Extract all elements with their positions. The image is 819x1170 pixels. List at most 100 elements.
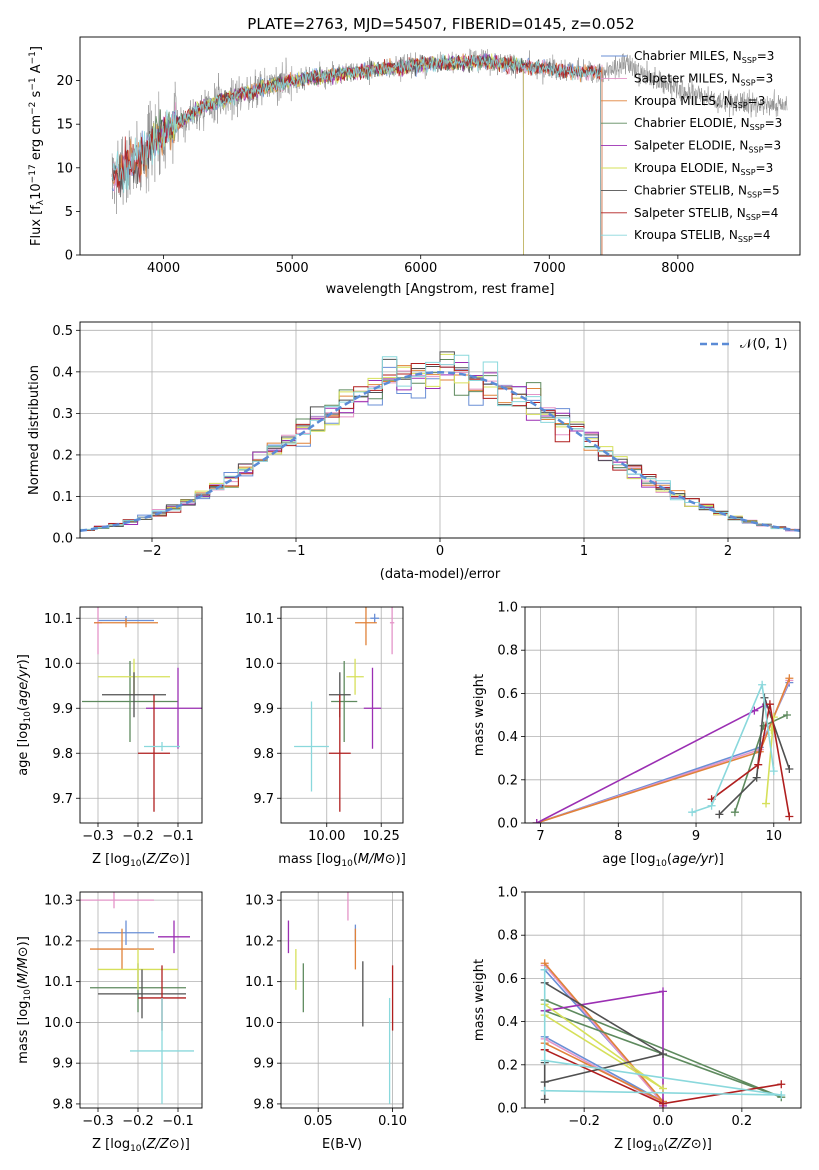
panel-residuals: −2 −1 0 1 2 0.0 0.1 0.2 0.3 0.4 0.5 (data-model)/er… [27,321,801,582]
axes-frame [280,606,404,824]
x-tick-label: −0.2 [122,1114,154,1129]
y-tick-label: 15 [56,118,73,133]
weight-series [711,704,791,817]
y-tick-label: 0.0 [497,817,518,832]
y-tick-label: 9.8 [253,1097,274,1112]
y-tick-label: 9.8 [52,747,73,762]
y-axis-label: Flux [fλ10−17 erg cm−2 s−1 A−1] [28,46,46,246]
y-axis-label: mass [log10(M/M⊙)] [16,936,33,1064]
x-tick-label: −0.2 [568,1114,600,1129]
model-spectrum [111,53,603,255]
errorbar-group [287,892,394,1104]
y-axis-label: mass weight [472,674,487,756]
legend-entry: Chabrier MILES, NSSP=3 [634,49,774,65]
y-tick-label: 10.3 [44,894,73,909]
y-tick-label: 0 [65,249,73,264]
y-tick-label: 0.6 [497,972,518,987]
y-tick-label: 0.6 [497,687,518,702]
panel-mass-vs-ebv: 0.05 0.10 9.8 9.9 10.0 10.1 10.2 10.3 E(B-V) [245,891,407,1152]
weight-series [691,681,775,813]
weight-series [544,964,664,1105]
spectrum-lines [111,48,788,255]
axes-frame [280,891,404,1109]
y-tick-label: 0.5 [52,324,73,339]
weight-series [536,703,767,823]
x-tick-label: −0.3 [82,1114,114,1129]
x-tick-label: 0.0 [653,1114,674,1129]
y-tick-label: 0.0 [52,532,73,547]
x-tick-label: 0.2 [732,1114,753,1129]
panel-weight-vs-Z: −0.2 0.0 0.2 0.0 0.2 0.4 0.6 0.8 1.0 Z [log10(Z/Z… [472,886,802,1154]
weight-point [785,812,794,821]
legend-entry: Kroupa STELIB, NSSP=4 [634,228,771,244]
panel-weight-vs-age: 7 8 9 10 0.0 0.2 0.4 0.6 0.8 1.0 age [log10(age/yr… [472,601,802,869]
y-tick-label: 0.1 [52,490,73,505]
x-tick-label: −0.1 [162,829,194,844]
weight-point [758,680,767,689]
y-tick-label: 10.0 [44,657,73,672]
panel-age-vs-mass: 10.00 10.25 9.7 9.8 9.9 10.0 10.1 mass [log10(M… [245,606,406,869]
y-tick-label: 10.0 [245,1016,274,1031]
y-tick-label: 10.1 [44,975,73,990]
weight-point [688,808,697,817]
panel-age-vs-Z: −0.3 −0.2 −0.1 9.7 9.8 9.9 10.0 10.1 Z [log10(Z/… [16,606,203,869]
x-tick-label: 2 [724,544,732,559]
x-axis-label: wavelength [Angstrom, rest frame] [326,282,555,297]
legend-entry: Chabrier STELIB, NSSP=5 [634,183,780,199]
weight-point [540,1086,549,1095]
y-tick-label: 10.2 [44,934,73,949]
y-tick-label: 0.3 [52,407,73,422]
weight-point [707,801,716,810]
x-tick-label: 8000 [661,261,694,276]
y-tick-label: 0.8 [497,644,518,659]
histogram-series [80,354,800,538]
legend-entry: Salpeter STELIB, NSSP=4 [634,206,778,222]
legend-entry: Kroupa MILES, NSSP=3 [634,94,765,110]
x-tick-label: 10 [766,829,783,844]
weight-point [785,765,794,773]
x-tick-label: −0.2 [122,829,154,844]
x-tick-label: 9 [692,829,700,844]
weight-point [765,700,774,709]
x-axis-label: mass [log10(M/M⊙)] [278,852,406,869]
model-spectrum [111,55,602,255]
weight-lines [540,959,786,1108]
weight-point [785,674,794,683]
panel-mass-vs-Z: −0.3 −0.2 −0.1 9.8 9.9 10.0 10.1 10.2 10.3 Z [log… [16,891,203,1154]
panel-spectrum: 4000 5000 6000 7000 8000 0 5 10 15 20 wavelength [… [28,36,801,297]
axes-frame [79,321,801,539]
weight-point [540,965,549,974]
x-axis-label: Z [log10(Z/Z⊙)] [614,1137,712,1154]
x-tick-label: 1 [580,544,588,559]
y-tick-label: 0.4 [497,1015,518,1030]
weight-series [543,969,782,1096]
x-tick-label: 7000 [533,261,566,276]
model-spectrum [111,54,602,255]
y-tick-label: 1.0 [497,886,518,901]
weight-point [540,1078,549,1087]
y-tick-label: 10 [56,161,73,176]
model-spectrum [111,53,603,255]
model-spectrum [111,53,603,255]
weight-point [540,1056,549,1065]
y-tick-label: 0.8 [497,929,518,944]
model-spectrum [150,53,524,255]
x-axis-label: Z [log10(Z/Z⊙)] [92,852,190,869]
weight-point [540,1095,549,1104]
x-tick-label: 5000 [276,261,309,276]
weight-point [769,767,778,776]
x-tick-label: 7 [536,829,544,844]
model-spectrum [111,54,602,255]
y-tick-label: 0.2 [497,773,518,788]
legend-entry: Kroupa ELODIE, NSSP=3 [634,161,773,177]
x-tick-label: 10.00 [308,829,345,844]
y-tick-label: 10.1 [44,612,73,627]
y-tick-label: 9.8 [253,747,274,762]
x-axis-label: Z [log10(Z/Z⊙)] [92,1137,190,1154]
histograms [80,351,800,538]
weight-point [783,711,792,719]
weight-point [659,1084,667,1093]
axes-frame [524,891,802,1109]
y-tick-label: 10.1 [245,612,274,627]
weight-point [730,808,739,817]
